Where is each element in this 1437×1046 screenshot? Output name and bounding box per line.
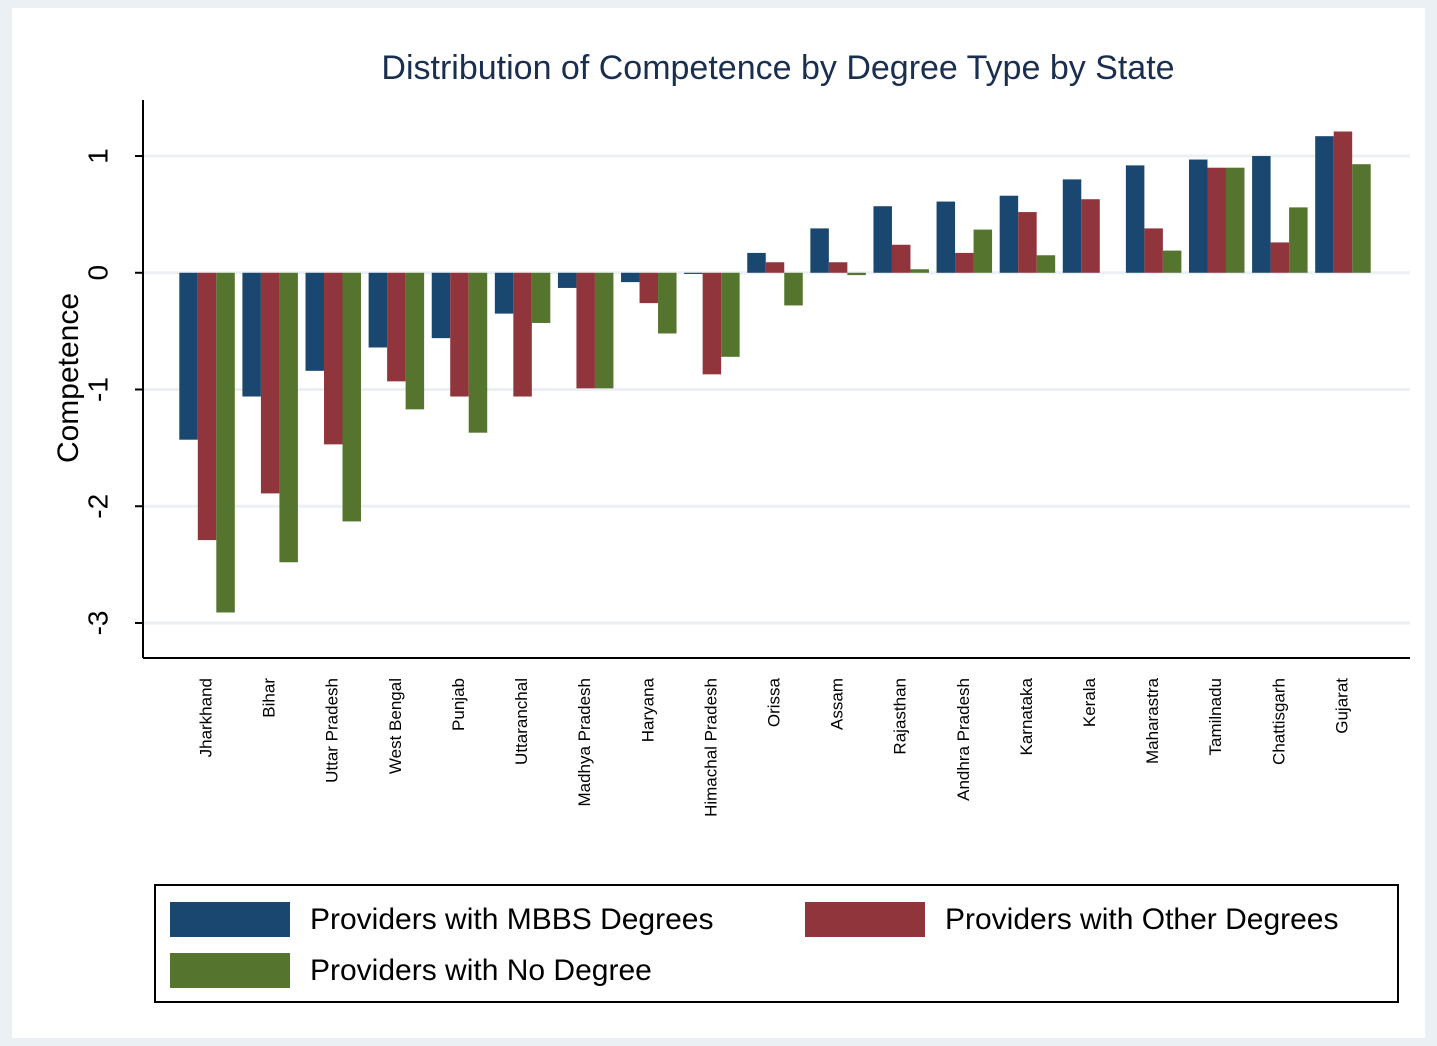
bar — [1188, 159, 1208, 273]
bar — [828, 262, 848, 273]
legend-label: Providers with No Degree — [310, 954, 652, 987]
bar — [531, 272, 551, 323]
bar — [1162, 250, 1182, 273]
bar — [468, 272, 488, 433]
legend-swatch — [170, 953, 290, 988]
bar — [891, 244, 911, 273]
y-tick-label: -2 — [82, 494, 113, 519]
bar — [747, 252, 766, 273]
bar — [305, 272, 325, 371]
bar — [936, 201, 956, 273]
bar — [784, 272, 803, 306]
x-tick-label: Assam — [828, 678, 847, 730]
legend-label: Providers with MBBS Degrees — [310, 903, 713, 936]
y-tick-label: 0 — [82, 265, 113, 281]
bar — [1207, 167, 1226, 273]
bar — [702, 272, 722, 375]
bar — [179, 272, 198, 440]
x-tick-label: Gujarat — [1332, 678, 1351, 734]
bar — [1018, 212, 1037, 273]
x-tick-label: Uttar Pradesh — [323, 678, 342, 783]
bar — [1036, 255, 1056, 273]
bar — [721, 272, 740, 357]
bar — [1289, 207, 1308, 273]
x-tick-label: Maharastra — [1143, 677, 1162, 764]
bar — [324, 272, 343, 445]
bar — [387, 272, 406, 382]
bar — [450, 272, 469, 397]
bar — [973, 229, 993, 273]
bar — [658, 272, 677, 334]
y-tick-label: 1 — [82, 148, 113, 164]
bar — [1081, 199, 1100, 273]
x-tick-label: Haryana — [638, 677, 657, 742]
bar — [684, 272, 703, 274]
bar — [431, 272, 451, 339]
bar — [342, 272, 362, 522]
x-tick-label: Andhra Pradesh — [954, 678, 973, 801]
bar — [1225, 167, 1245, 273]
bar — [1062, 179, 1082, 273]
x-tick-label: Chattisgarh — [1269, 678, 1288, 765]
bar — [242, 272, 261, 397]
x-tick-label: Himachal Pradesh — [701, 678, 720, 817]
bar — [1270, 242, 1290, 273]
x-tick-label: Uttaranchal — [512, 678, 531, 765]
bar — [279, 272, 298, 563]
x-tick-label: Orissa — [764, 677, 783, 727]
bar — [847, 272, 866, 276]
bar — [368, 272, 388, 348]
bar — [576, 272, 595, 389]
legend-swatch — [805, 902, 925, 937]
bar — [810, 228, 829, 273]
legend-swatch — [170, 902, 290, 937]
bar — [260, 272, 280, 494]
bar — [765, 262, 785, 273]
bar — [873, 206, 892, 273]
x-tick-label: Rajasthan — [891, 678, 910, 755]
bar — [621, 272, 640, 283]
x-tick-label: Madhya Pradesh — [575, 678, 594, 807]
bar — [955, 252, 974, 273]
bar — [1252, 156, 1271, 273]
bar — [910, 269, 929, 273]
bar — [513, 272, 532, 397]
bar — [405, 272, 425, 410]
x-tick-label: Bihar — [260, 678, 279, 718]
bar — [557, 272, 577, 288]
y-tick-label: -1 — [82, 377, 113, 402]
legend — [154, 884, 1399, 1003]
bar — [1144, 228, 1163, 273]
x-tick-label: Kerala — [1080, 677, 1099, 727]
bar — [1125, 165, 1145, 273]
bar — [1352, 164, 1371, 273]
bar — [999, 195, 1019, 273]
chart-title: Distribution of Competence by Degree Typ… — [381, 49, 1174, 87]
x-tick-label: Punjab — [449, 678, 468, 731]
x-tick-label: West Bengal — [386, 678, 405, 774]
bar — [639, 272, 659, 304]
bar — [216, 272, 235, 613]
y-axis-title: Competence — [52, 293, 85, 463]
y-tick-label: -3 — [82, 611, 113, 636]
bar — [494, 272, 514, 314]
bar — [1315, 136, 1334, 273]
bar — [1333, 131, 1353, 273]
x-tick-label: Karnataka — [1017, 677, 1036, 755]
x-tick-label: Tamilnadu — [1206, 678, 1225, 756]
bar — [594, 272, 614, 389]
bar — [197, 272, 217, 541]
legend-label: Providers with Other Degrees — [945, 903, 1339, 936]
x-tick-label: Jharkhand — [197, 678, 216, 757]
